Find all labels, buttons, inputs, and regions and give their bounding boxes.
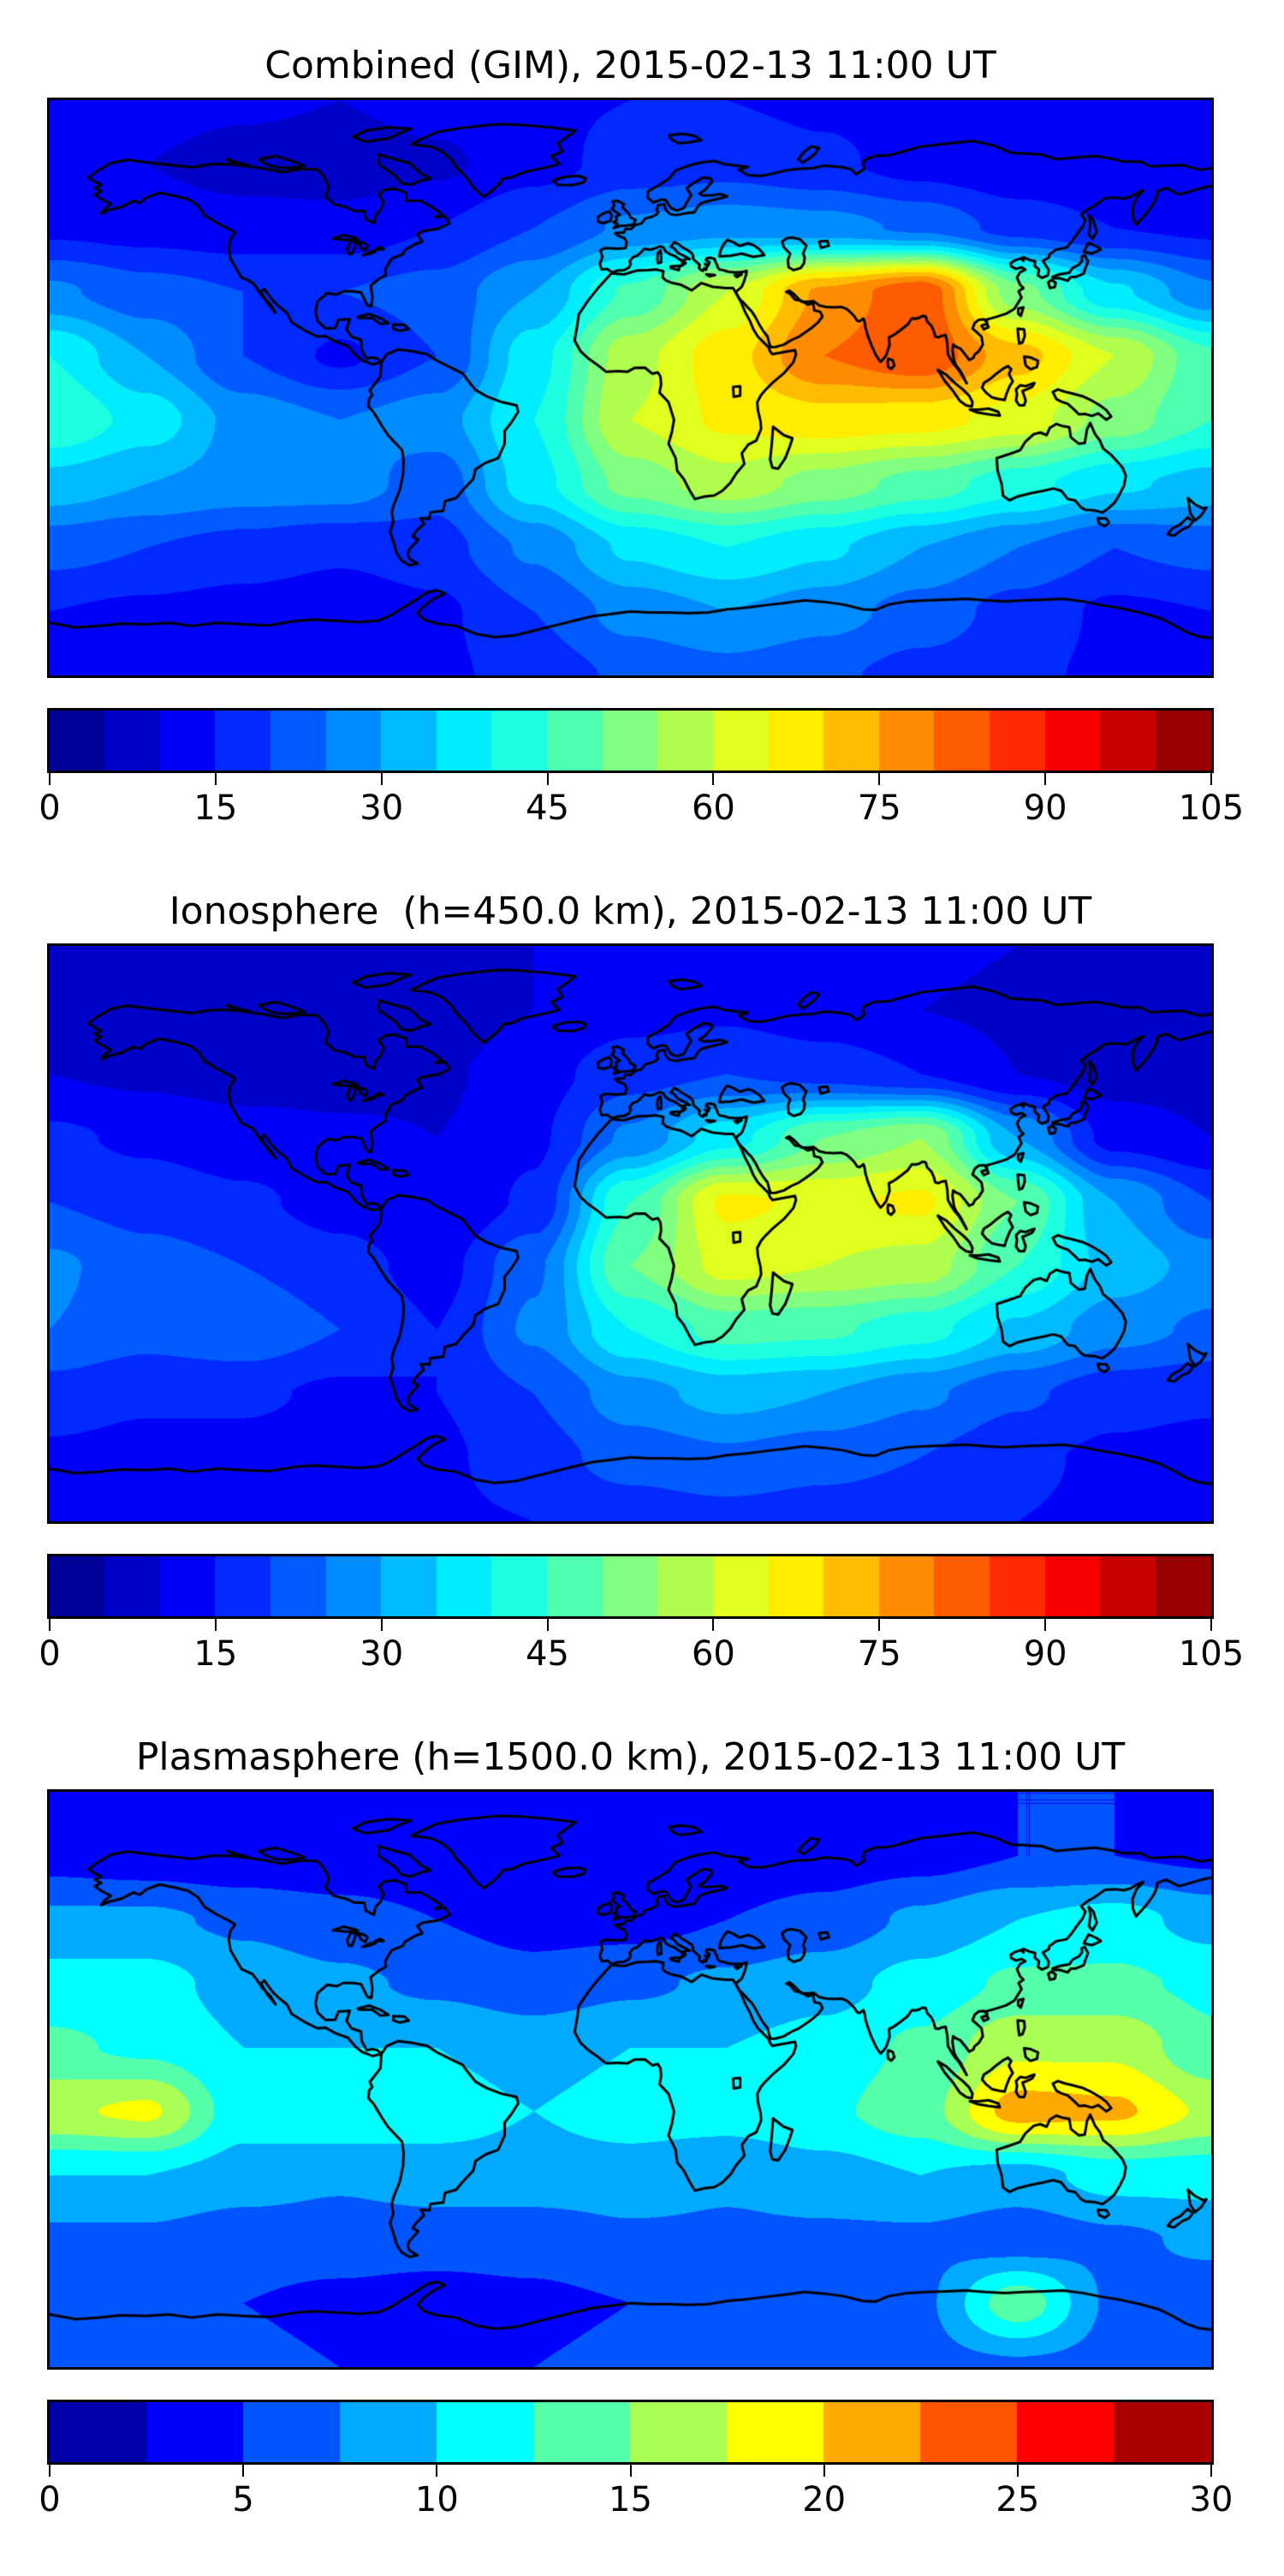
- colorbar-tick-label: 75: [857, 1634, 901, 1674]
- panel-plasmasphere: Plasmasphere (h=1500.0 km), 2015-02-13 1…: [39, 1735, 1233, 2567]
- colorbar-ticks-plasmasphere: 0 5 10 15 20 25 30: [39, 2465, 1233, 2576]
- colorbar-canvas-plasmasphere: [50, 2402, 1211, 2462]
- colorbar-tick: [878, 1619, 881, 1631]
- colorbar-tick: [546, 773, 549, 785]
- colorbar-tick-label: 0: [39, 788, 61, 828]
- colorbar-tick: [436, 2465, 438, 2477]
- colorbar-tick: [214, 1619, 217, 1631]
- colorbar-tick: [629, 2465, 632, 2477]
- panel-title-combined: Combined (GIM), 2015-02-13 11:00 UT: [265, 44, 996, 87]
- colorbar-tick: [712, 773, 715, 785]
- colorbar-tick: [878, 773, 881, 785]
- colorbar-canvas-ionosphere: [50, 1556, 1211, 1616]
- colorbar-tick-label: 30: [1189, 2480, 1233, 2519]
- colorbar-tick: [380, 1619, 383, 1631]
- panel-title-plasmasphere: Plasmasphere (h=1500.0 km), 2015-02-13 1…: [135, 1735, 1126, 1779]
- colorbar-tick-label: 0: [39, 1634, 61, 1674]
- colorbar-tick-label: 15: [193, 1634, 238, 1674]
- colorbar-frame-ionosphere: [47, 1554, 1214, 1619]
- colorbar-tick: [49, 1619, 51, 1631]
- colorbar-tick: [1210, 773, 1212, 785]
- colorbar-tick: [1016, 2465, 1019, 2477]
- colorbar-tick-label: 60: [691, 1634, 735, 1674]
- colorbar-tick-label: 105: [1178, 788, 1245, 828]
- colorbar-tick-label: 90: [1023, 1634, 1067, 1674]
- map-canvas-plasmasphere: [50, 1792, 1211, 2367]
- colorbar-tick: [1044, 773, 1047, 785]
- colorbar-frame-combined: [47, 708, 1214, 773]
- panel-title-ionosphere: Ionosphere (h=450.0 km), 2015-02-13 11:0…: [169, 889, 1092, 933]
- colorbar-tick: [1210, 1619, 1212, 1631]
- colorbar-tick-label: 20: [802, 2480, 847, 2519]
- colorbar-canvas-combined: [50, 711, 1211, 770]
- colorbar-tick: [1210, 2465, 1212, 2477]
- colorbar-tick: [242, 2465, 245, 2477]
- map-frame-combined: [47, 98, 1214, 678]
- colorbar-tick: [712, 1619, 715, 1631]
- panel-ionosphere: Ionosphere (h=450.0 km), 2015-02-13 11:0…: [39, 889, 1244, 1722]
- colorbar-tick-label: 105: [1178, 1634, 1245, 1674]
- colorbar-tick-label: 45: [526, 788, 570, 828]
- colorbar-ticks-combined: 0 15 30 45 60 75 90 105: [39, 773, 1244, 884]
- colorbar-tick-label: 90: [1023, 788, 1067, 828]
- colorbar-tick-label: 30: [360, 1634, 404, 1674]
- colorbar-tick-label: 5: [232, 2480, 254, 2519]
- colorbar-tick: [823, 2465, 825, 2477]
- colorbar-tick: [49, 2465, 51, 2477]
- colorbar-tick: [1044, 1619, 1047, 1631]
- colorbar-tick: [214, 773, 217, 785]
- colorbar-tick-label: 15: [193, 788, 238, 828]
- panel-combined: Combined (GIM), 2015-02-13 11:00 UT 0 15 3…: [39, 44, 1244, 876]
- colorbar-ticks-ionosphere: 0 15 30 45 60 75 90 105: [39, 1619, 1244, 1730]
- map-canvas-combined: [50, 100, 1211, 675]
- map-frame-ionosphere: [47, 943, 1214, 1524]
- map-canvas-ionosphere: [50, 946, 1211, 1521]
- colorbar-tick: [49, 773, 51, 785]
- colorbar-tick-label: 0: [39, 2480, 61, 2519]
- colorbar-tick-label: 30: [360, 788, 404, 828]
- colorbar-tick: [380, 773, 383, 785]
- colorbar-tick: [546, 1619, 549, 1631]
- colorbar-tick-label: 25: [996, 2480, 1040, 2519]
- colorbar-tick-label: 45: [526, 1634, 570, 1674]
- colorbar-tick-label: 60: [691, 788, 735, 828]
- colorbar-frame-plasmasphere: [47, 2400, 1214, 2465]
- colorbar-tick-label: 75: [857, 788, 901, 828]
- colorbar-tick-label: 10: [414, 2480, 459, 2519]
- map-frame-plasmasphere: [47, 1789, 1214, 2370]
- colorbar-tick-label: 15: [609, 2480, 652, 2519]
